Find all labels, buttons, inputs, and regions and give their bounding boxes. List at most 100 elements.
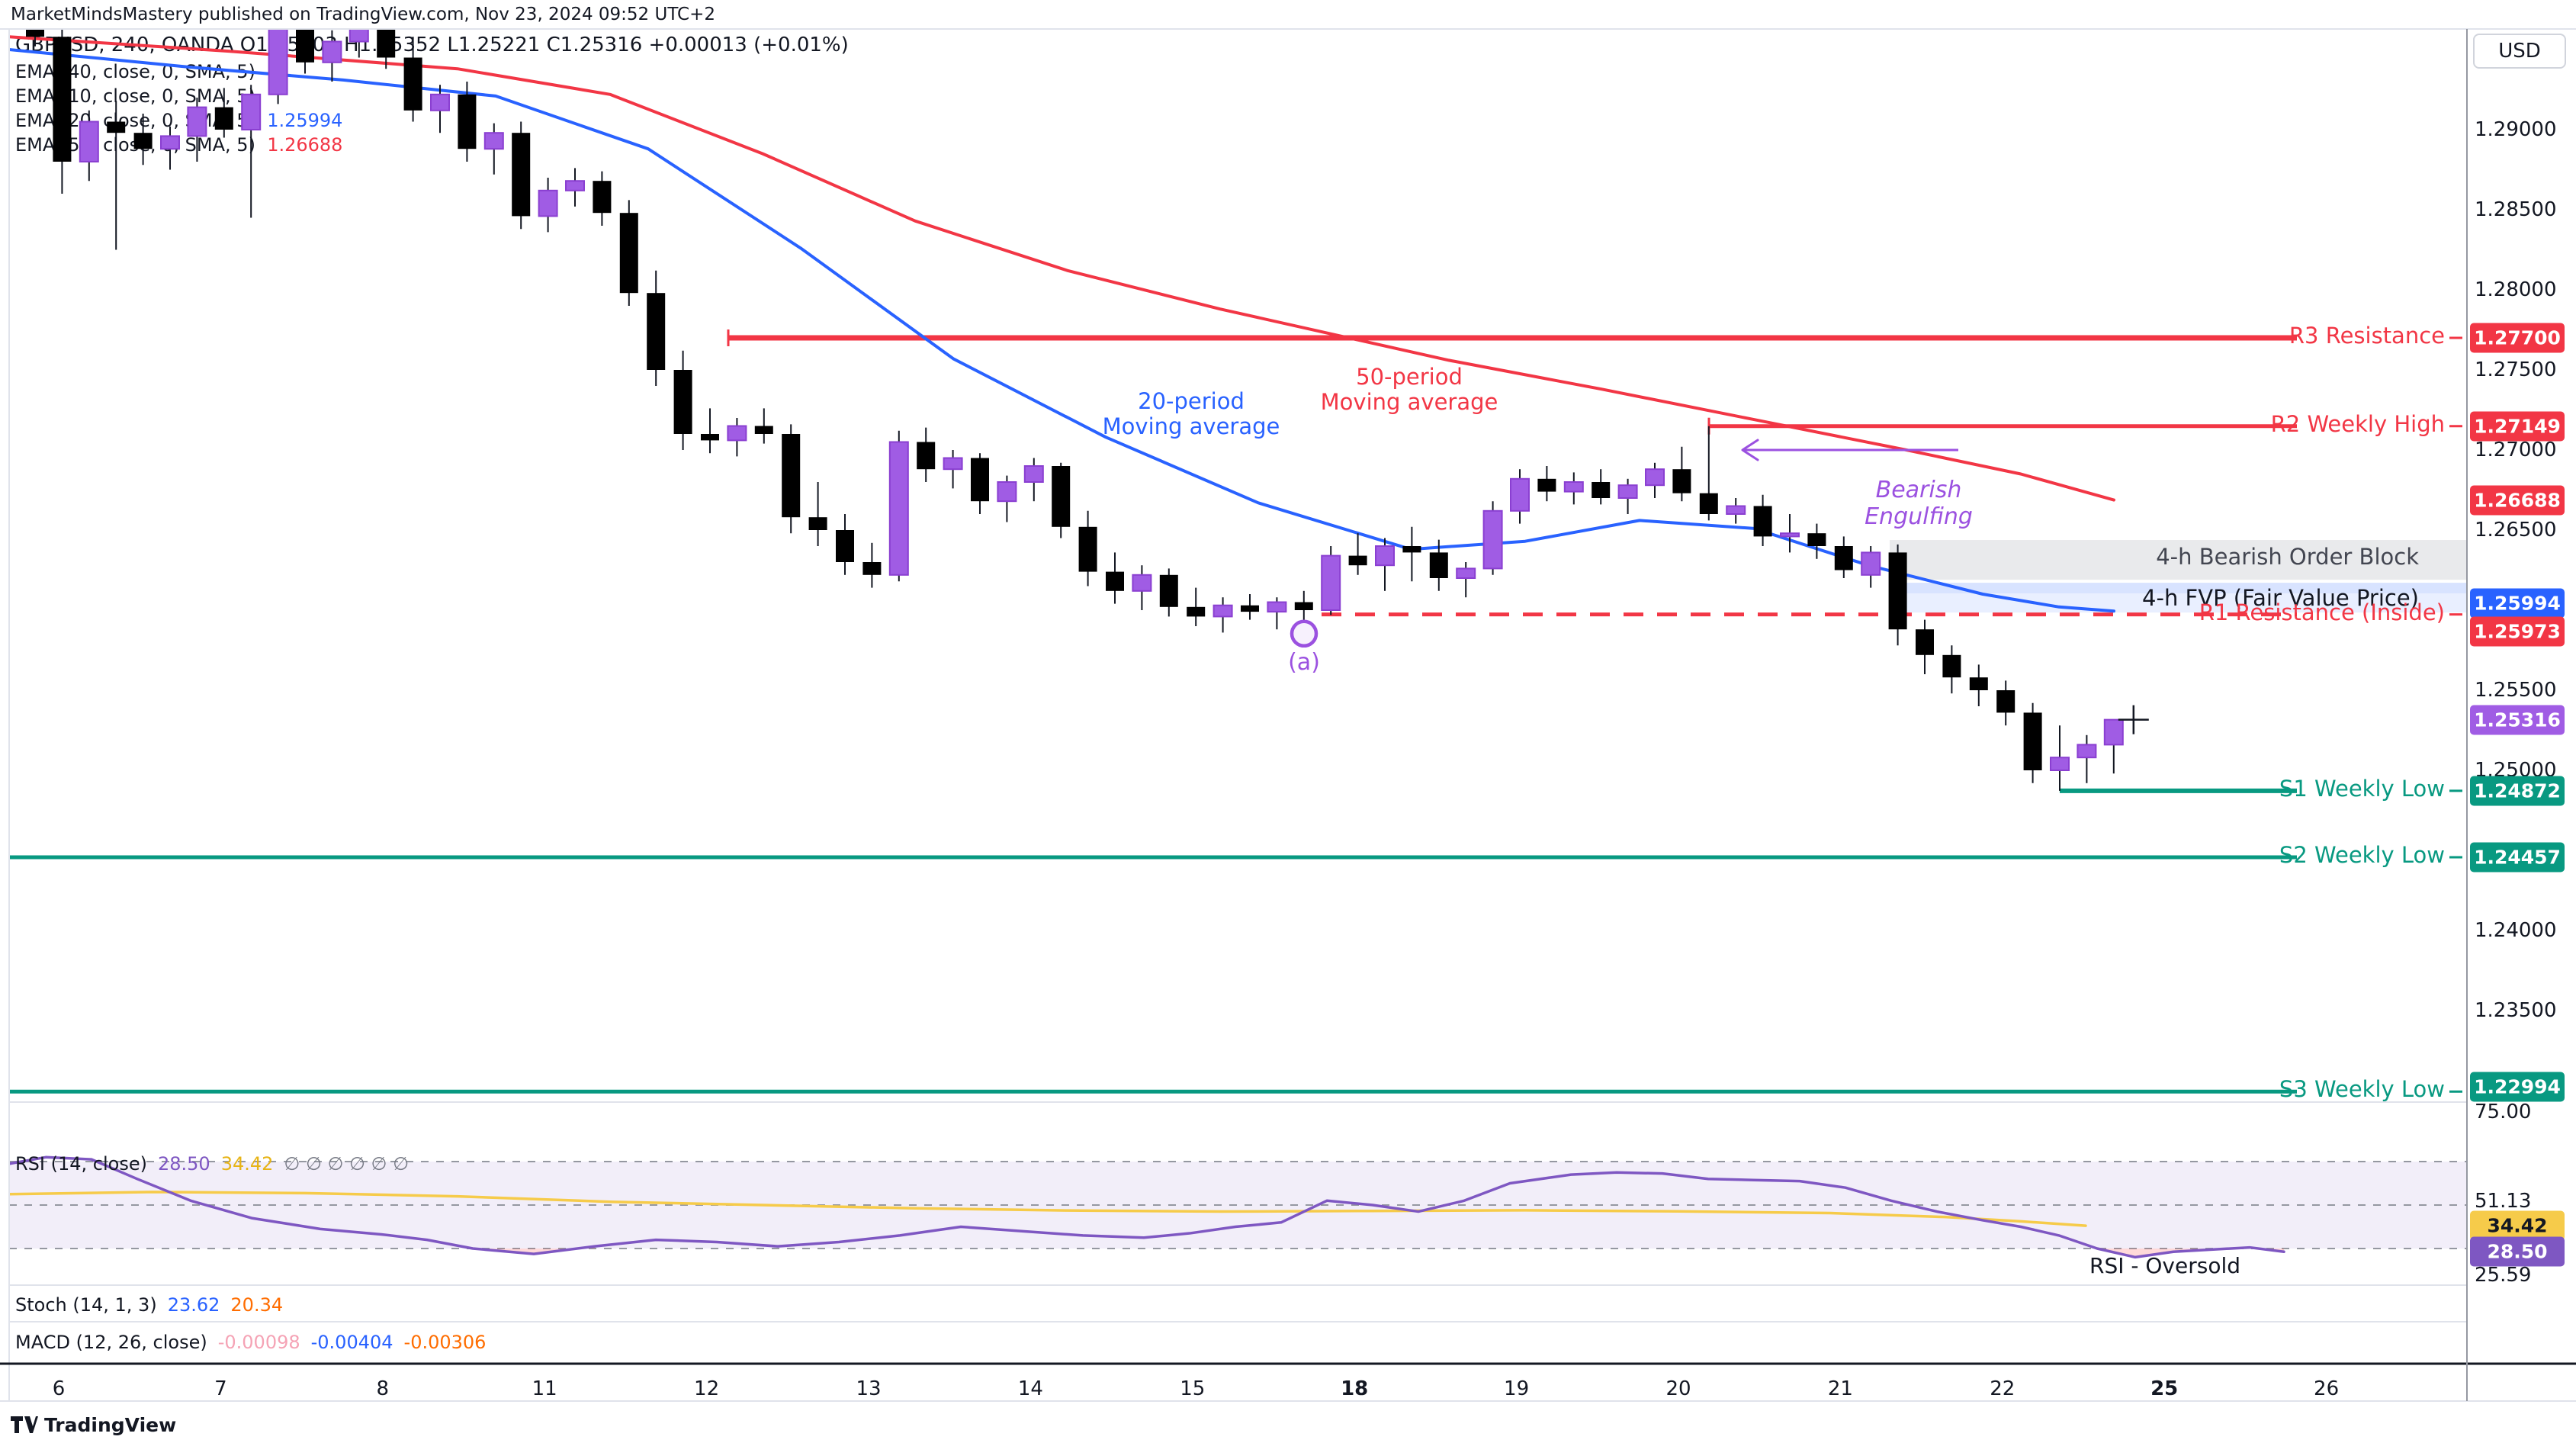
candle-down [1969, 677, 1988, 690]
arrow-head [1741, 439, 1759, 461]
time-axis-label-19: 19 [1504, 1377, 1530, 1400]
time-axis-label-12: 12 [694, 1377, 720, 1400]
candle-down [1807, 533, 1826, 546]
ema10-legend[interactable]: EMA (10, close, 0, SMA, 5) [15, 85, 255, 107]
candle-down [836, 530, 854, 562]
time-axis-label-21: 21 [1827, 1377, 1853, 1400]
macd-hist-value: -0.00098 [217, 1332, 300, 1353]
candle-down [1187, 606, 1206, 617]
rsi-value: 28.50 [157, 1153, 210, 1175]
fvp-annotation: 4-h FVP (Fair Value Price) [2142, 585, 2419, 612]
tradingview-logo-text: TradingView [44, 1414, 177, 1436]
ema20-legend[interactable]: EMA (20, close, 0, SMA, 5) 1.25994 [15, 110, 343, 131]
candle-up [1213, 604, 1233, 618]
candle-up [538, 189, 558, 217]
candle-down [1996, 690, 2016, 713]
macd-value: -0.00404 [310, 1332, 393, 1353]
candle-down [1888, 552, 1907, 630]
tradingview-logo[interactable]: TradingView [11, 1414, 176, 1436]
candle-down [1241, 605, 1259, 612]
candle-down [1592, 482, 1611, 498]
published-byline: MarketMindsMastery published on TradingV… [11, 5, 715, 24]
candle-down [1294, 602, 1313, 610]
candle-up [1861, 551, 1881, 576]
candle-up [2077, 744, 2097, 759]
rsi-axis-label: 51.13 [2475, 1190, 2532, 1213]
rsi-empty-values: ∅ ∅ ∅ ∅ ∅ ∅ [284, 1153, 409, 1175]
level-label-r3: R3 Resistance [2289, 323, 2445, 349]
candle-up [2050, 757, 2070, 772]
time-axis-label-25: 25 [2150, 1377, 2179, 1400]
rsi-legend[interactable]: RSI (14, close) 28.50 34.42 ∅ ∅ ∅ ∅ ∅ ∅ [15, 1153, 409, 1175]
ema50-legend[interactable]: EMA (50, close, 0, SMA, 5) 1.26688 [15, 134, 343, 156]
stoch-legend[interactable]: Stoch (14, 1, 3) 23.62 20.34 [15, 1294, 284, 1316]
ema20-value: 1.25994 [267, 110, 343, 131]
candle-up [565, 180, 585, 191]
time-axis-label-14: 14 [1017, 1377, 1043, 1400]
rsi-axis-badge: 28.50 [2470, 1236, 2565, 1267]
ma50-annotation: 50-period Moving average [1320, 364, 1498, 416]
rsi-axis-label: 25.59 [2475, 1264, 2532, 1287]
candle-down [782, 434, 801, 518]
price-axis-label: 1.26500 [2475, 519, 2557, 542]
swing-low-circle-marker[interactable] [1290, 619, 1319, 648]
rsi-axis-label: 75.00 [2475, 1101, 2532, 1123]
candle-down [1159, 574, 1178, 607]
symbol-ohlc-line[interactable]: GBPUSD, 240, OANDA O1.25303 H1.25352 L1.… [15, 34, 849, 56]
rsi-band [9, 1162, 2467, 1249]
candle-down [1942, 654, 1961, 678]
time-axis-label-22: 22 [1990, 1377, 2016, 1400]
candle-up [1726, 505, 1746, 515]
macd-legend[interactable]: MACD (12, 26, close) -0.00098 -0.00404 -0.0… [15, 1332, 487, 1353]
ema40-legend[interactable]: EMA (40, close, 0, SMA, 5) [15, 61, 255, 82]
price-axis-label: 1.25500 [2475, 679, 2557, 702]
candle-up [1617, 484, 1638, 500]
candle-down [619, 213, 638, 294]
candle-down [593, 181, 612, 214]
candle-down [1699, 493, 1718, 514]
time-axis-label-13: 13 [856, 1377, 882, 1400]
price-axis-badge: 1.22994 [2470, 1072, 2565, 1102]
price-axis-badge: 1.24457 [2470, 842, 2565, 873]
price-axis-badge: 1.25316 [2470, 705, 2565, 735]
rsi-oversold-fill [473, 1246, 595, 1255]
candle-down [917, 442, 936, 470]
candle-down [647, 293, 666, 370]
rsi-ma-value: 34.42 [220, 1153, 274, 1175]
candle-up [1482, 509, 1503, 570]
candle-down [2023, 712, 2042, 770]
candle-down [1078, 526, 1097, 572]
candle-up [727, 425, 747, 442]
candle-up [1132, 574, 1152, 592]
candle-down [1106, 571, 1124, 591]
candle-up [2103, 718, 2124, 746]
rsi-oversold-annotation: RSI - Oversold [2089, 1253, 2241, 1278]
candle-up [1563, 481, 1584, 493]
candle-down [1348, 555, 1367, 566]
candle-down [1672, 469, 1691, 493]
level-label-s1: S1 Weekly Low [2279, 775, 2445, 802]
candle-down [1834, 546, 1853, 570]
bearish-engulfing-annotation: Bearish Engulfing [1865, 477, 1973, 530]
candle-down [1916, 629, 1934, 655]
candle-down [754, 426, 773, 434]
price-axis-currency[interactable]: USD [2473, 34, 2566, 69]
order-block-annotation: 4-h Bearish Order Block [2156, 544, 2419, 570]
candle-down [1402, 546, 1421, 553]
candle-up [1375, 545, 1395, 567]
price-axis-badge: 1.25994 [2470, 588, 2565, 619]
candle-down [673, 370, 692, 434]
price-axis-label: 1.27500 [2475, 358, 2557, 381]
level-label-r1: R1 Resistance (Inside) [2199, 599, 2445, 625]
chart-legend: GBPUSD, 240, OANDA O1.25303 H1.25352 L1.… [15, 35, 849, 160]
candle-down [1753, 506, 1772, 537]
price-axis-badge: 1.27149 [2470, 411, 2565, 442]
ma20-annotation: 20-period Moving average [1102, 388, 1280, 440]
price-axis-badge: 1.27700 [2470, 323, 2565, 353]
candle-down [1052, 466, 1071, 527]
ema50-value: 1.26688 [267, 134, 343, 156]
candle-up [1780, 532, 1800, 538]
candle-up [997, 481, 1017, 503]
